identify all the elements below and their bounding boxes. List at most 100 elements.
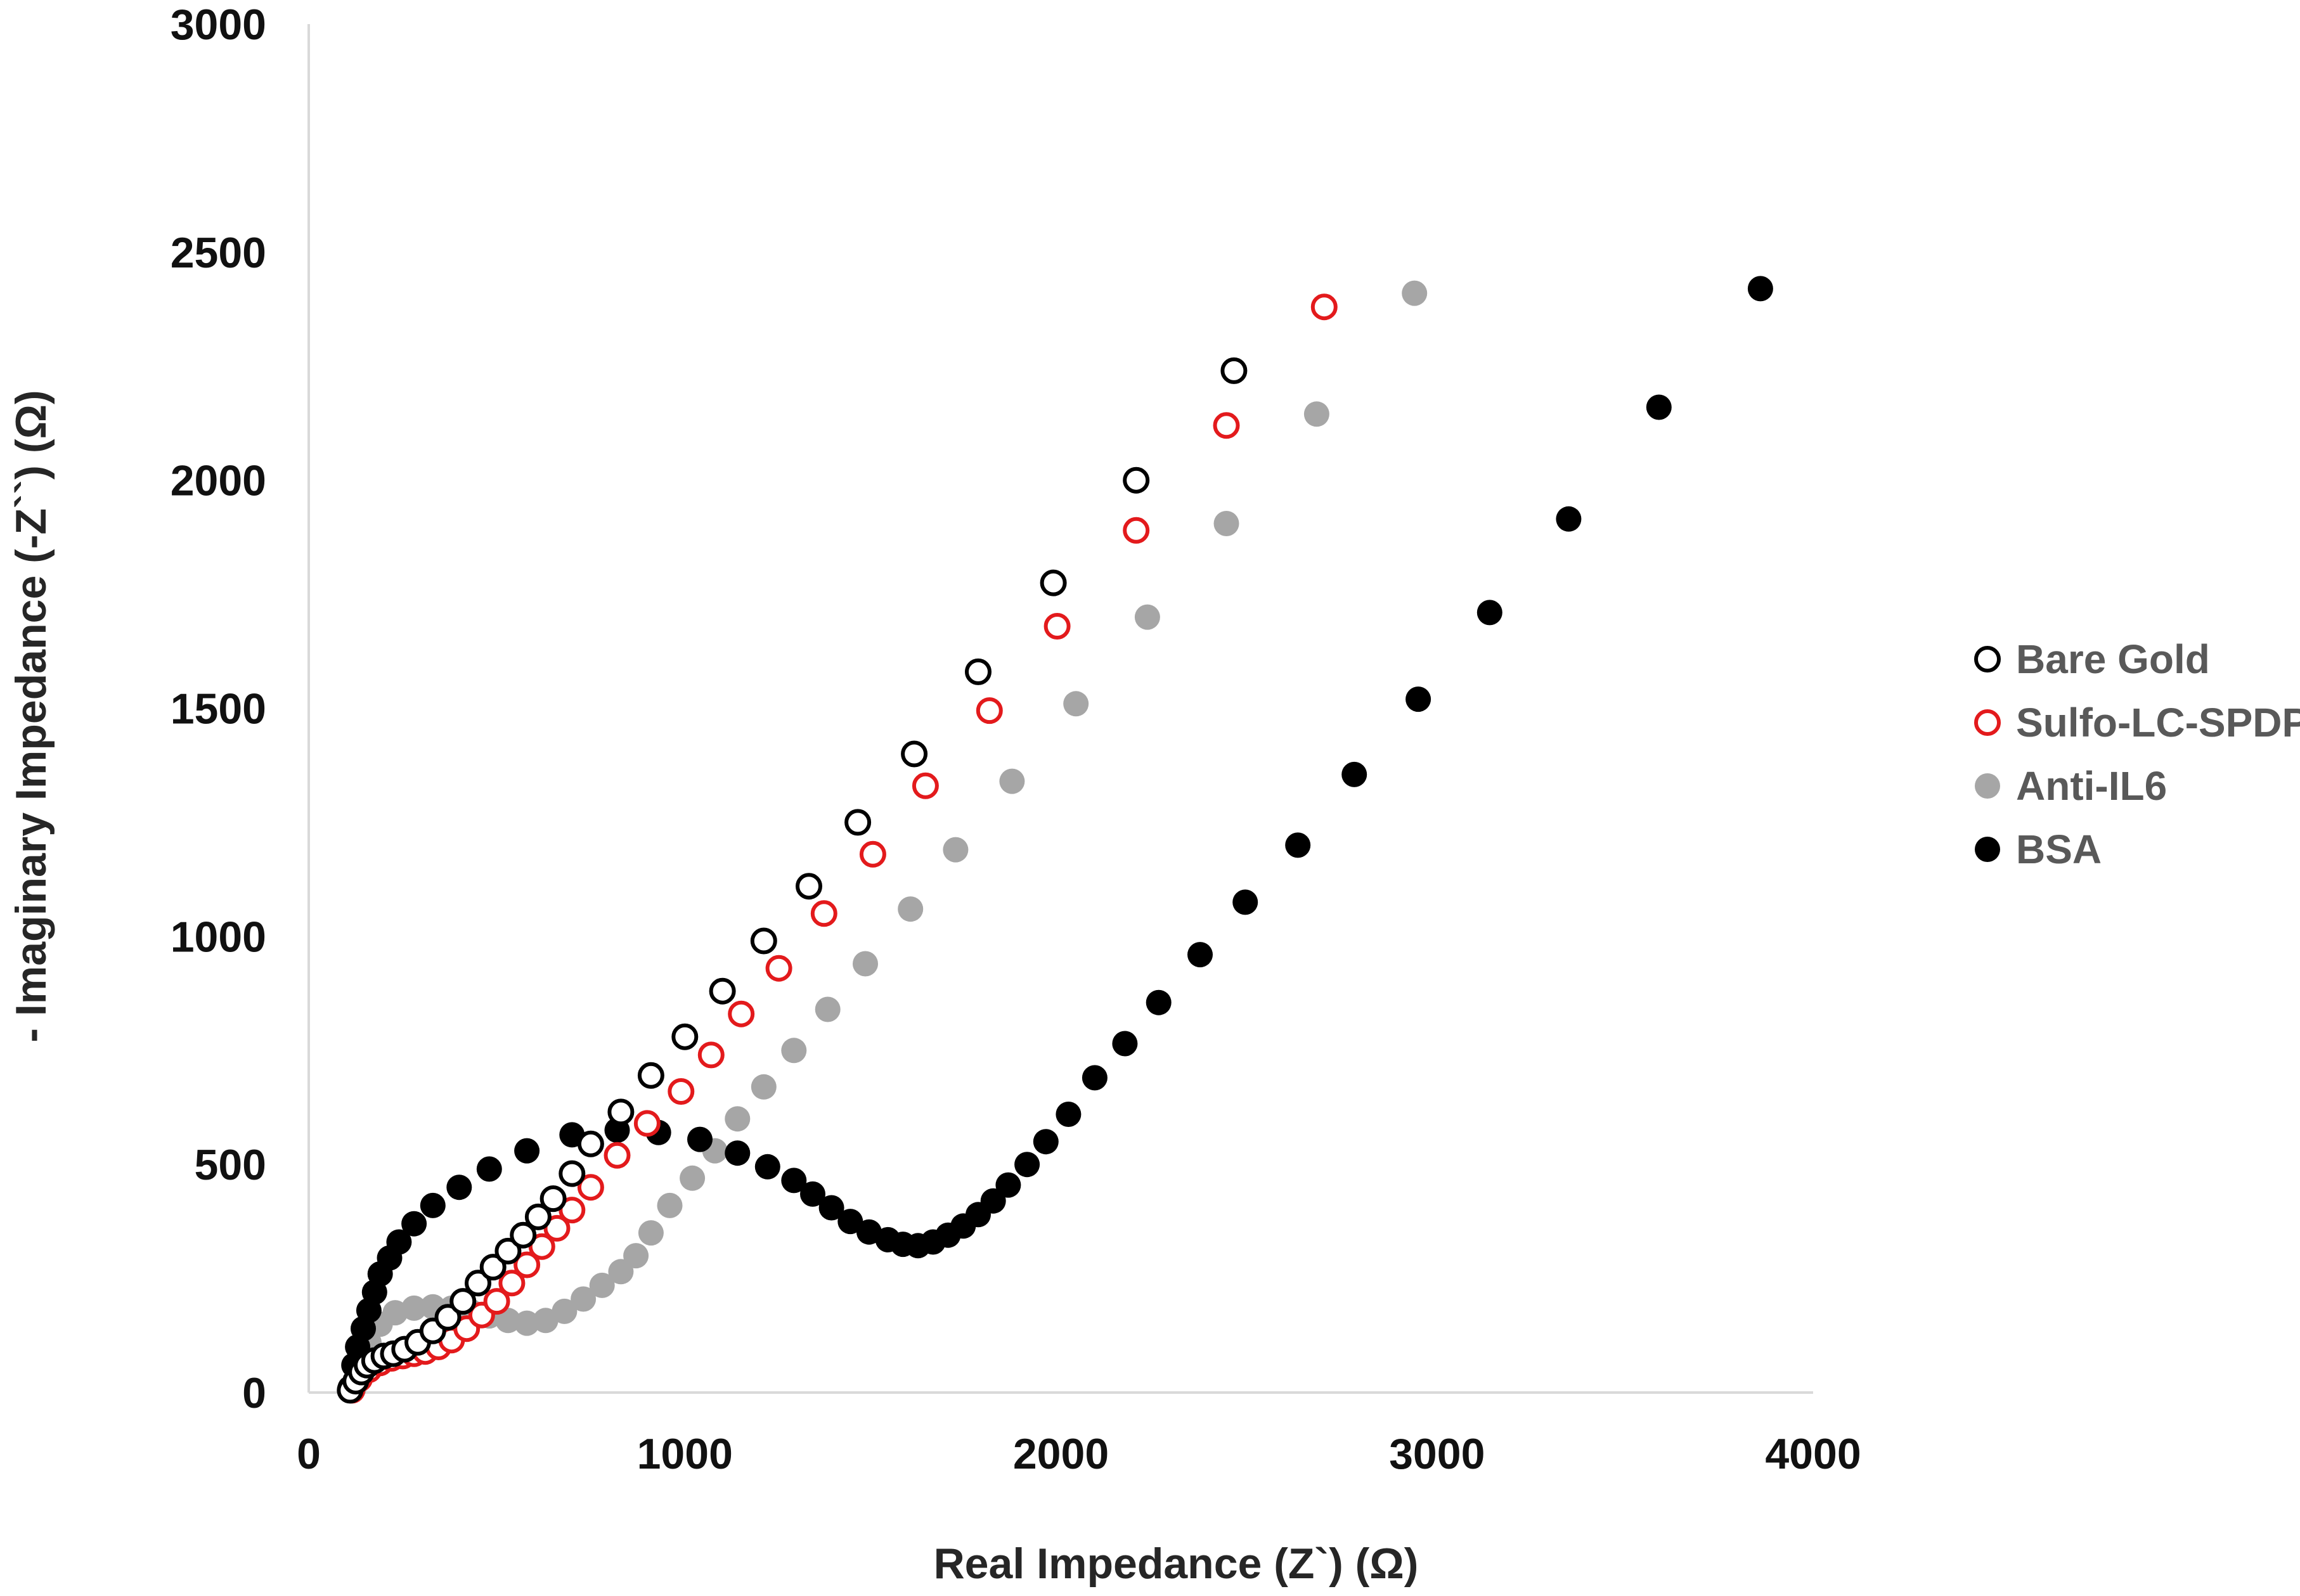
series-sulfo-lc-spdp-point (976, 697, 1003, 724)
series-bare-gold-point (449, 1288, 477, 1315)
series-bare-gold-point (844, 809, 872, 836)
series-bsa (337, 276, 1773, 1401)
series-anti-il6-point (638, 1220, 664, 1246)
series-bsa-point (995, 1172, 1021, 1198)
x-tick-label: 0 (297, 1430, 321, 1478)
series-bsa-point (725, 1140, 751, 1166)
axes (307, 24, 1813, 1394)
y-tick-label: 500 (195, 1141, 266, 1189)
y-axis-title: - Imaginary Impedance (-Z``) (Ω) (7, 390, 55, 1042)
x-tick-label: 1000 (637, 1430, 733, 1478)
series-anti-il6-point (514, 1310, 540, 1336)
series-sulfo-lc-spdp-point (514, 1251, 541, 1278)
y-tick-label: 0 (242, 1369, 266, 1417)
series-bsa-point (800, 1181, 825, 1207)
series-bsa-point (476, 1156, 502, 1182)
series-anti-il6-point (533, 1308, 559, 1334)
series-bsa-point (386, 1229, 412, 1255)
series-sulfo-lc-spdp-point (559, 1197, 586, 1224)
series-bare-gold-point (965, 658, 992, 685)
series-anti-il6-point (751, 1074, 777, 1100)
legend-item-bare-gold: Bare Gold (1974, 636, 2210, 682)
series-bare-gold-point (901, 740, 928, 768)
series-bsa-point (1285, 832, 1311, 858)
x-tick-label: 4000 (1765, 1430, 1861, 1478)
series-bsa-point (837, 1209, 863, 1235)
series-anti-il6-point (623, 1243, 649, 1269)
legend-item-bsa: BSA (1975, 827, 2102, 872)
series-bare-gold-point (1220, 357, 1248, 384)
legend-marker (1974, 709, 2001, 736)
series-sulfo-lc-spdp-point (483, 1288, 510, 1315)
series-bare-gold-point (796, 873, 822, 900)
legend-marker (1974, 646, 2001, 673)
legend-marker (1975, 837, 2000, 862)
y-tick-label: 3000 (171, 1, 266, 49)
series-bsa-point (1014, 1152, 1040, 1178)
series-bsa-point (401, 1211, 427, 1237)
series-bare-gold-point (539, 1185, 567, 1213)
series-sulfo-lc-spdp-point (728, 1000, 755, 1027)
series-bare-gold-point (709, 977, 736, 1005)
series-bsa-point (1112, 1031, 1138, 1057)
legend-item-sulfo-lc-spdp: Sulfo-LC-SPDP (1974, 700, 2300, 745)
series-bare-gold-point (479, 1254, 507, 1281)
series-anti-il6-point (999, 768, 1025, 794)
series-anti-il6-point (781, 1038, 807, 1064)
y-tick-label: 1000 (171, 913, 266, 961)
series-bsa-point (754, 1154, 780, 1180)
series-anti-il6-point (898, 896, 924, 922)
series-bsa-point (1556, 506, 1582, 532)
legend-label: Bare Gold (2016, 636, 2210, 682)
legend-label: Anti-IL6 (2016, 763, 2167, 809)
x-axis-title: Real Impedance (Z`) (Ω) (934, 1540, 1419, 1588)
series-anti-il6-point (680, 1165, 706, 1191)
series-sulfo-lc-spdp-point (912, 772, 939, 799)
series-anti-il6-point (608, 1259, 634, 1285)
y-tick-label: 2500 (171, 229, 266, 277)
series-bsa-point (980, 1188, 1006, 1214)
series-anti-il6-point (1213, 511, 1239, 536)
series-bsa-point (1082, 1065, 1108, 1091)
series-anti-il6-point (1303, 401, 1329, 427)
series-bsa-point (687, 1126, 713, 1152)
series-anti-il6-point (401, 1295, 427, 1321)
series-anti-il6-point (495, 1308, 521, 1334)
y-tick-label: 2000 (171, 457, 266, 505)
series-sulfo-lc-spdp-point (1213, 412, 1240, 439)
legend-label: BSA (2016, 827, 2102, 872)
series-bare-gold-point (524, 1203, 552, 1230)
series-bsa-point (446, 1174, 472, 1200)
series-bare-gold-point (750, 927, 777, 955)
series-bsa-point (818, 1195, 844, 1221)
series-anti-il6-point (853, 951, 878, 977)
series-sulfo-lc-spdp-point (697, 1041, 725, 1069)
series-bsa-point (514, 1138, 540, 1164)
series-sulfo-lc-spdp-point (765, 955, 792, 982)
series-sulfo-lc-spdp-point (543, 1214, 571, 1242)
series-bsa-point (781, 1168, 807, 1194)
series-bsa-point (1646, 394, 1672, 420)
x-tick-label: 2000 (1013, 1430, 1109, 1478)
series-bare-gold-point (577, 1130, 604, 1157)
series-anti-il6-point (1063, 691, 1089, 717)
series-bare-gold-point (1123, 467, 1150, 494)
series-bare-gold-point (607, 1098, 635, 1126)
series-anti-il6-point (815, 996, 841, 1022)
legend: Bare Gold Sulfo-LC-SPDP Anti-IL6 BSA (1974, 636, 2300, 872)
series-bsa-point (1033, 1129, 1059, 1155)
series-sulfo-lc-spdp-point (633, 1110, 661, 1137)
series-anti-il6-point (1134, 604, 1160, 630)
series-bare-gold (337, 357, 1248, 1404)
series-anti-il6-point (1402, 280, 1428, 306)
series-sulfo-lc-spdp-point (604, 1142, 631, 1169)
legend-item-anti-il6: Anti-IL6 (1975, 763, 2167, 809)
series-bare-gold-point (510, 1221, 537, 1249)
series-sulfo-lc-spdp-point (498, 1270, 526, 1297)
series-sulfo-lc-spdp-point (528, 1233, 555, 1260)
series-bare-gold-point (494, 1237, 522, 1265)
series-anti-il6-point (589, 1272, 615, 1298)
series-anti-il6-point (725, 1106, 751, 1132)
series-bare-gold-point (1040, 569, 1067, 596)
